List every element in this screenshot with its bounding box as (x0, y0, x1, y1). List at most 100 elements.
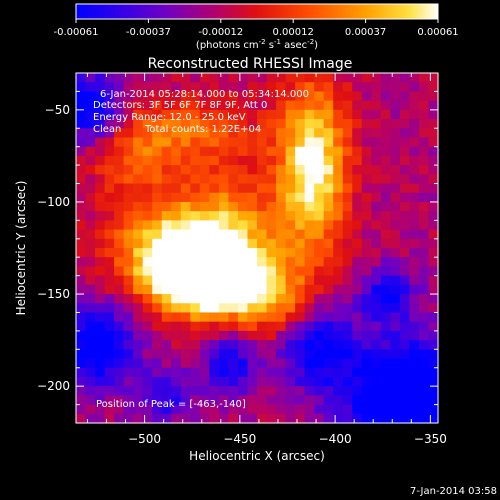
heatmap-cell (276, 165, 287, 175)
heatmap-cell (171, 266, 182, 277)
heatmap-cell (133, 404, 144, 415)
heatmap-cell (342, 174, 353, 185)
heatmap-cell (237, 211, 249, 221)
heatmap-cell (257, 183, 268, 194)
heatmap-cell (361, 100, 372, 111)
heatmap-cell (361, 201, 372, 212)
heatmap-cell (114, 229, 125, 240)
heatmap-cell (257, 146, 268, 157)
heatmap-cell (142, 404, 153, 415)
heatmap-cell (104, 349, 115, 360)
heatmap-cell (399, 128, 411, 139)
heatmap-cell (247, 220, 258, 231)
heatmap-cell (380, 146, 391, 157)
heatmap-cell (76, 330, 87, 341)
heatmap-cell (399, 284, 411, 295)
heatmap-cell (295, 165, 306, 175)
heatmap-cell (247, 404, 258, 415)
heatmap-cell (418, 248, 430, 258)
heatmap-cell (95, 211, 106, 221)
heatmap-cell (371, 155, 382, 166)
heatmap-cell (199, 413, 210, 424)
heatmap-cell (228, 211, 239, 221)
heatmap-cell (161, 238, 172, 249)
heatmap-cell (361, 238, 372, 249)
heatmap-cell (333, 275, 344, 286)
heatmap-cell (171, 248, 182, 258)
heatmap-cell (295, 91, 306, 102)
heatmap-cell (218, 201, 230, 212)
heatmap-cell (295, 220, 306, 231)
heatmap-cell (295, 155, 306, 166)
heatmap-cell (142, 284, 153, 295)
heatmap-cell (190, 192, 201, 203)
heatmap-cell (418, 358, 430, 369)
heatmap-cell (133, 248, 144, 258)
heatmap-cell (295, 174, 306, 185)
heatmap-cell (76, 294, 87, 304)
y-tick-label: −200 (37, 379, 70, 393)
heatmap-cell (276, 201, 287, 212)
heatmap-cell (304, 91, 315, 102)
heatmap-cell (76, 413, 87, 424)
heatmap-cell (266, 201, 277, 212)
heatmap-cell (418, 257, 430, 268)
heatmap-cell (76, 284, 87, 295)
heatmap-cell (76, 238, 87, 249)
heatmap-cell (95, 284, 106, 295)
heatmap-cell (237, 109, 249, 120)
heatmap-cell (333, 174, 344, 185)
heatmap-cell (114, 91, 125, 102)
heatmap-cell (304, 201, 315, 212)
heatmap-cell (152, 340, 163, 350)
heatmap-cell (409, 91, 420, 102)
heatmap-cell (209, 201, 220, 212)
heatmap-cell (380, 73, 391, 83)
heatmap-cell (276, 321, 287, 332)
heatmap-cell (428, 294, 439, 304)
heatmap-cell (314, 174, 325, 185)
heatmap-cell (399, 303, 411, 314)
heatmap-cell (123, 128, 134, 139)
heatmap-cell (333, 211, 344, 221)
heatmap-cell (418, 73, 430, 83)
heatmap-cell (285, 284, 296, 295)
heatmap-cell (199, 220, 210, 231)
heatmap-cell (276, 303, 287, 314)
heatmap-cell (399, 358, 411, 369)
heatmap-cell (295, 321, 306, 332)
heatmap-cell (237, 100, 249, 111)
heatmap-cell (114, 358, 125, 369)
heatmap-cell (323, 119, 334, 129)
heatmap-cell (380, 100, 391, 111)
heatmap-cell (333, 257, 344, 268)
heatmap-cell (209, 395, 220, 406)
heatmap-cell (152, 395, 163, 406)
heatmap-cell (371, 211, 382, 221)
heatmap-cell (85, 275, 96, 286)
heatmap-cell (266, 82, 277, 93)
heatmap-cell (85, 257, 96, 268)
heatmap-cell (180, 192, 191, 203)
heatmap-cell (104, 413, 115, 424)
heatmap-cell (171, 284, 182, 295)
heatmap-cell (199, 100, 210, 111)
heatmap-cell (323, 275, 334, 286)
heatmap-cell (314, 321, 325, 332)
heatmap-cell (133, 284, 144, 295)
heatmap-cell (314, 128, 325, 139)
heatmap-cell (209, 413, 220, 424)
heatmap-cell (314, 275, 325, 286)
heatmap-cell (104, 211, 115, 221)
plot-frame (75, 72, 439, 424)
heatmap-cell (237, 330, 249, 341)
heatmap-cell (342, 257, 353, 268)
heatmap-cell (199, 155, 210, 166)
heatmap-cell (323, 73, 334, 83)
heatmap-cell (142, 238, 153, 249)
colorbar-units: (photons cm-2 s-1 asec-2) (196, 38, 318, 51)
heatmap-cell (190, 146, 201, 157)
heatmap-cell (218, 312, 230, 323)
heatmap-cell (409, 229, 420, 240)
heatmap-cell (76, 376, 87, 387)
